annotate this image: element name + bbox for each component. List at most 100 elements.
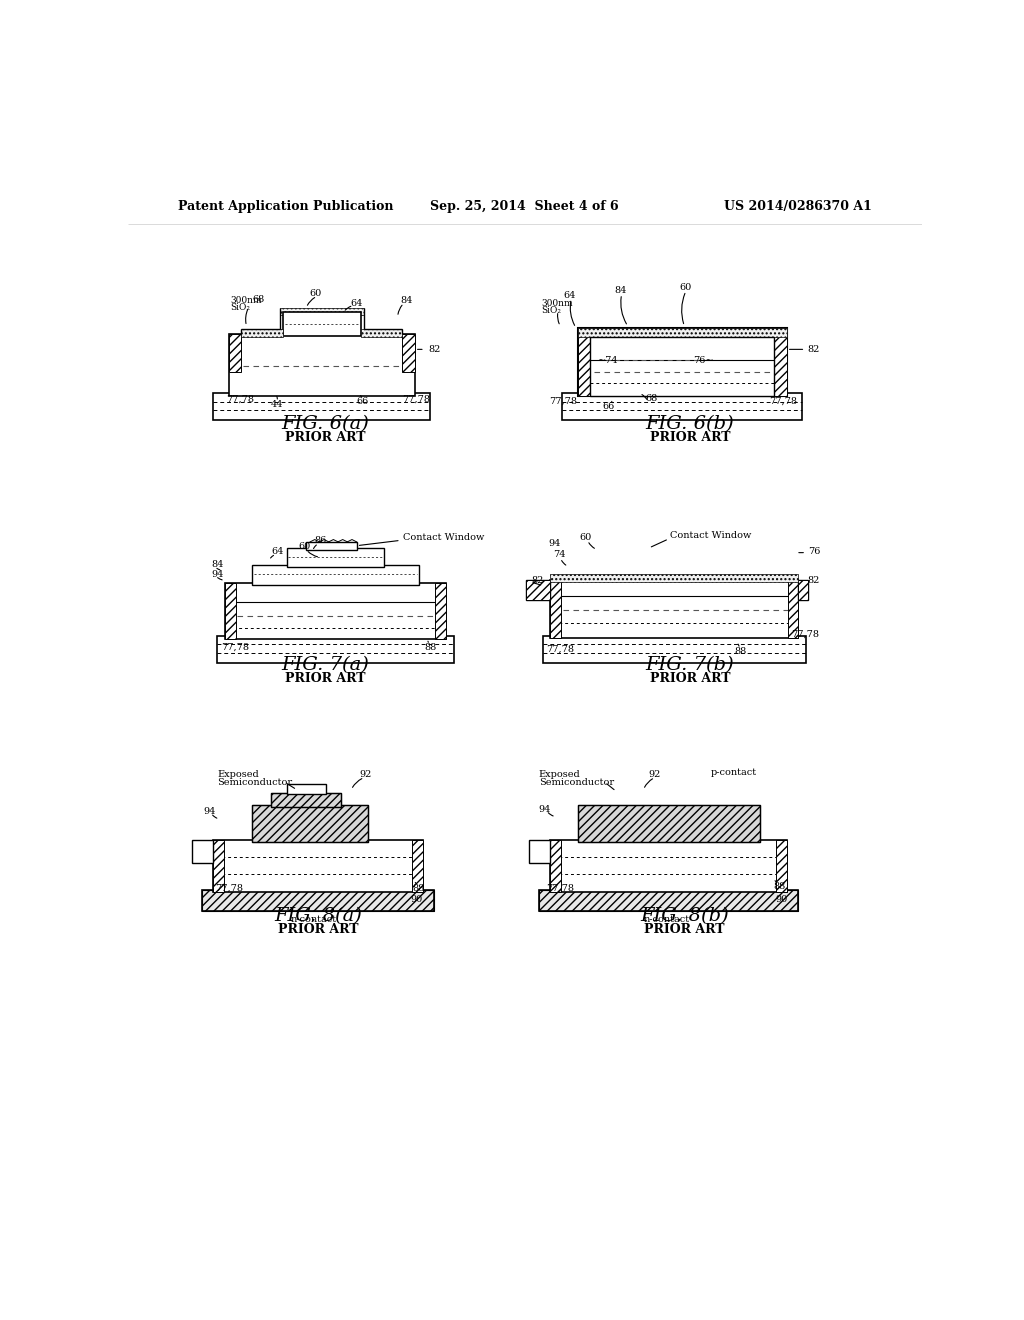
Bar bbox=[213, 840, 224, 892]
Bar bbox=[271, 793, 341, 807]
Text: p-contact: p-contact bbox=[711, 768, 757, 777]
Text: US 2014/0286370 A1: US 2014/0286370 A1 bbox=[724, 199, 872, 213]
Text: PRIOR ART: PRIOR ART bbox=[286, 430, 366, 444]
Text: 82: 82 bbox=[808, 345, 820, 354]
Bar bbox=[539, 890, 799, 911]
Bar bbox=[280, 308, 364, 315]
Bar bbox=[539, 890, 799, 911]
Bar bbox=[799, 581, 808, 599]
Text: 68: 68 bbox=[252, 294, 264, 304]
Text: 77,78: 77,78 bbox=[550, 396, 578, 405]
Text: 90: 90 bbox=[775, 895, 787, 904]
Text: PRIOR ART: PRIOR ART bbox=[649, 672, 730, 685]
Bar bbox=[578, 327, 786, 337]
Text: 88: 88 bbox=[734, 647, 746, 656]
Text: FIG. 8(b): FIG. 8(b) bbox=[640, 907, 729, 925]
Bar bbox=[550, 574, 799, 582]
Text: 84: 84 bbox=[212, 561, 224, 569]
Bar bbox=[528, 840, 550, 863]
Bar bbox=[578, 805, 760, 842]
Text: 77,78: 77,78 bbox=[547, 884, 574, 892]
Bar bbox=[578, 805, 760, 842]
Text: ~74: ~74 bbox=[598, 355, 620, 364]
Text: 77,78: 77,78 bbox=[791, 630, 818, 639]
Text: 82: 82 bbox=[808, 576, 820, 585]
Text: PRIOR ART: PRIOR ART bbox=[278, 923, 358, 936]
Bar bbox=[525, 581, 550, 599]
Text: 84: 84 bbox=[614, 286, 627, 296]
Bar bbox=[590, 337, 774, 396]
Bar bbox=[774, 327, 786, 396]
Text: SiO₂: SiO₂ bbox=[230, 304, 250, 313]
Bar bbox=[217, 636, 454, 663]
Text: 74: 74 bbox=[553, 550, 565, 560]
Bar bbox=[287, 784, 326, 795]
Bar bbox=[241, 330, 283, 337]
Text: 94: 94 bbox=[212, 570, 224, 578]
Text: 60: 60 bbox=[309, 289, 322, 297]
Bar bbox=[225, 583, 236, 639]
Text: FIG. 7(a): FIG. 7(a) bbox=[282, 656, 370, 675]
Bar bbox=[550, 581, 561, 638]
Text: Semiconductor: Semiconductor bbox=[217, 777, 292, 787]
Text: 88: 88 bbox=[413, 884, 425, 892]
Text: 76: 76 bbox=[808, 546, 820, 556]
Text: SiO₂: SiO₂ bbox=[541, 306, 561, 314]
Bar bbox=[283, 313, 360, 335]
Text: 64: 64 bbox=[563, 290, 575, 300]
Text: 92: 92 bbox=[359, 770, 372, 779]
Text: 77,78: 77,78 bbox=[769, 396, 797, 405]
Text: 66: 66 bbox=[602, 401, 614, 411]
Text: PRIOR ART: PRIOR ART bbox=[649, 430, 730, 444]
Bar bbox=[228, 334, 415, 396]
Bar bbox=[306, 543, 356, 549]
Text: 60: 60 bbox=[680, 284, 692, 292]
Bar bbox=[787, 581, 799, 638]
Bar bbox=[578, 327, 786, 396]
Bar bbox=[525, 581, 550, 599]
Text: 64: 64 bbox=[350, 298, 362, 308]
Text: 92: 92 bbox=[649, 770, 662, 779]
Bar bbox=[543, 636, 806, 663]
Text: 60: 60 bbox=[580, 533, 592, 541]
Text: 88: 88 bbox=[424, 643, 436, 652]
Text: 94: 94 bbox=[203, 807, 215, 816]
Text: n-contact: n-contact bbox=[643, 915, 690, 924]
Bar bbox=[550, 581, 799, 638]
Bar bbox=[191, 840, 213, 863]
Text: FIG. 6(b): FIG. 6(b) bbox=[645, 414, 734, 433]
Text: 84: 84 bbox=[400, 297, 414, 305]
Bar bbox=[271, 793, 341, 807]
Text: n-contact: n-contact bbox=[291, 915, 337, 924]
Text: Contact Window: Contact Window bbox=[671, 531, 752, 540]
Text: FIG. 8(a): FIG. 8(a) bbox=[274, 907, 361, 925]
Bar bbox=[550, 840, 786, 892]
Bar bbox=[287, 548, 384, 566]
Text: 82: 82 bbox=[428, 345, 440, 354]
Text: 77,78: 77,78 bbox=[221, 643, 249, 652]
Text: 300nm: 300nm bbox=[541, 298, 572, 308]
Text: Exposed: Exposed bbox=[217, 770, 259, 779]
Text: Sep. 25, 2014  Sheet 4 of 6: Sep. 25, 2014 Sheet 4 of 6 bbox=[430, 199, 620, 213]
Bar bbox=[202, 890, 434, 911]
Bar bbox=[202, 890, 434, 911]
Text: PRIOR ART: PRIOR ART bbox=[286, 672, 366, 685]
Text: 77,78: 77,78 bbox=[215, 884, 243, 892]
Bar bbox=[578, 327, 590, 396]
Bar bbox=[562, 393, 802, 420]
Text: Exposed: Exposed bbox=[539, 770, 581, 779]
Bar bbox=[225, 583, 445, 639]
Text: 94: 94 bbox=[539, 805, 551, 813]
Text: 94: 94 bbox=[548, 539, 560, 548]
Text: FIG. 6(a): FIG. 6(a) bbox=[282, 414, 370, 433]
Bar bbox=[252, 565, 419, 585]
Bar bbox=[435, 583, 445, 639]
Text: 60: 60 bbox=[299, 543, 311, 550]
Bar bbox=[213, 840, 423, 892]
Bar bbox=[360, 330, 402, 337]
Text: 64: 64 bbox=[271, 546, 284, 556]
Bar bbox=[776, 840, 786, 892]
Text: 90: 90 bbox=[411, 895, 423, 904]
Text: 77,78: 77,78 bbox=[226, 395, 254, 404]
Text: 86: 86 bbox=[314, 536, 327, 545]
